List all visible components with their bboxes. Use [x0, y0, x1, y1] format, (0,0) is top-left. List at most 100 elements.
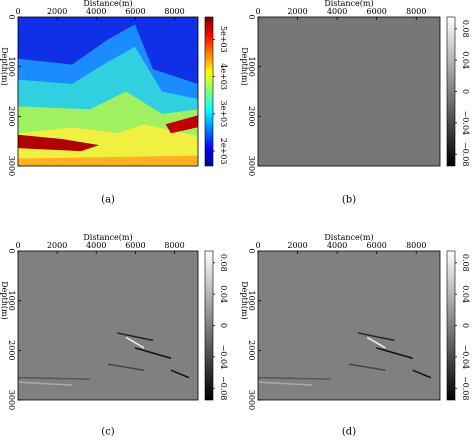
plot-frame	[257, 16, 441, 167]
gradient-image	[258, 251, 440, 400]
x-tick-label: 0	[255, 7, 260, 16]
reflector	[258, 381, 313, 386]
y-tick-label: 0	[7, 248, 16, 253]
x-tick-label: 6000	[125, 7, 145, 16]
layer	[18, 124, 198, 166]
plot-frame	[257, 250, 441, 401]
x-tick-label: 8000	[406, 7, 426, 16]
x-axis-label: Distance(m)	[83, 233, 132, 242]
plot-frame	[17, 250, 199, 401]
caption: (c)	[101, 427, 115, 438]
colorbar	[204, 250, 214, 401]
colorbar	[446, 16, 456, 167]
reflector	[357, 332, 395, 342]
x-tick-label: 8000	[406, 241, 426, 250]
x-tick-label: 6000	[125, 241, 145, 250]
x-axis-label: Distance(m)	[324, 233, 373, 242]
colorbar-tick-label: 0.04	[461, 285, 470, 303]
caption: (d)	[342, 427, 356, 438]
x-axis-label: Distance(m)	[324, 0, 373, 8]
y-tick-label: 1000	[7, 290, 16, 310]
colorbar-tick-label: 0	[461, 323, 470, 328]
layer	[18, 155, 198, 166]
colorbar-tick-label: 2e+03	[219, 138, 228, 165]
y-tick-label: 2000	[247, 340, 256, 360]
reflector	[116, 332, 154, 342]
y-tick-label: 0	[247, 248, 256, 253]
colorbar-tick-label: 0.08	[461, 254, 470, 272]
velocity-image	[18, 17, 198, 166]
reflector	[125, 336, 145, 349]
colorbar	[204, 16, 214, 167]
colorbar-tick-label: 0.08	[219, 254, 228, 272]
layer	[18, 134, 99, 152]
reflector	[134, 347, 172, 360]
colorbar	[446, 250, 456, 401]
y-tick-label: 1000	[247, 290, 256, 310]
colorbar-tick-label: −0.08	[219, 376, 228, 401]
colorbar-tick-label: 0	[219, 323, 228, 328]
reflector	[366, 336, 386, 349]
colorbar-tick-label: −0.08	[461, 142, 470, 167]
x-tick-label: 8000	[164, 7, 184, 16]
plot-frame	[17, 16, 199, 167]
image	[258, 17, 440, 166]
y-axis-label: Depth(m)	[240, 47, 249, 85]
reflector	[348, 363, 386, 371]
x-tick-label: 0	[255, 241, 260, 250]
reflector	[376, 347, 413, 360]
colorbar-tick-label: 0.04	[219, 285, 228, 303]
background	[258, 251, 440, 400]
y-tick-label: 3000	[247, 156, 256, 176]
colorbar-tick-label: −0.04	[461, 111, 470, 136]
x-tick-label: 0	[15, 7, 20, 16]
colorbar-tick-label: 0	[461, 89, 470, 94]
x-tick-label: 6000	[367, 7, 387, 16]
y-tick-label: 0	[247, 14, 256, 19]
x-tick-label: 4000	[86, 241, 106, 250]
colorbar-tick-label: 0.04	[461, 51, 470, 69]
caption: (a)	[101, 195, 115, 206]
colorbar-tick-label: 0.08	[461, 20, 470, 38]
colorbar-tick-label: 5e+03	[219, 26, 228, 53]
x-tick-label: 8000	[164, 241, 184, 250]
x-tick-label: 2000	[47, 7, 67, 16]
x-tick-label: 0	[15, 241, 20, 250]
y-tick-label: 3000	[7, 156, 16, 176]
y-tick-label: 3000	[247, 390, 256, 410]
y-tick-label: 1000	[247, 56, 256, 76]
x-tick-label: 4000	[327, 7, 347, 16]
x-tick-label: 4000	[327, 241, 347, 250]
y-axis-label: Depth(m)	[240, 281, 249, 319]
x-tick-label: 6000	[367, 241, 387, 250]
colorbar-tick-label: −0.08	[461, 376, 470, 401]
x-axis-label: Distance(m)	[83, 0, 132, 8]
reflector	[412, 369, 432, 379]
reflector	[170, 369, 190, 379]
x-tick-label: 4000	[86, 7, 106, 16]
x-tick-label: 2000	[47, 241, 67, 250]
colorbar-tick-label: −0.04	[219, 345, 228, 370]
y-tick-label: 1000	[7, 56, 16, 76]
y-axis-label: Depth(m)	[0, 281, 9, 319]
y-axis-label: Depth(m)	[0, 47, 9, 85]
caption: (b)	[342, 195, 356, 206]
x-tick-label: 2000	[287, 241, 307, 250]
reflector	[258, 376, 331, 380]
background	[18, 251, 198, 400]
y-tick-label: 0	[7, 14, 16, 19]
reflector	[107, 363, 145, 371]
y-tick-label: 3000	[7, 390, 16, 410]
colorbar-tick-label: 4e+03	[219, 63, 228, 90]
colorbar-tick-label: 3e+03	[219, 100, 228, 127]
x-tick-label: 2000	[287, 7, 307, 16]
y-tick-label: 2000	[7, 340, 16, 360]
gradient-image	[18, 251, 198, 400]
layer	[165, 115, 198, 134]
colorbar-tick-label: −0.04	[461, 345, 470, 370]
reflector	[18, 376, 91, 380]
reflector	[18, 381, 73, 386]
y-tick-label: 2000	[247, 106, 256, 126]
y-tick-label: 2000	[7, 106, 16, 126]
